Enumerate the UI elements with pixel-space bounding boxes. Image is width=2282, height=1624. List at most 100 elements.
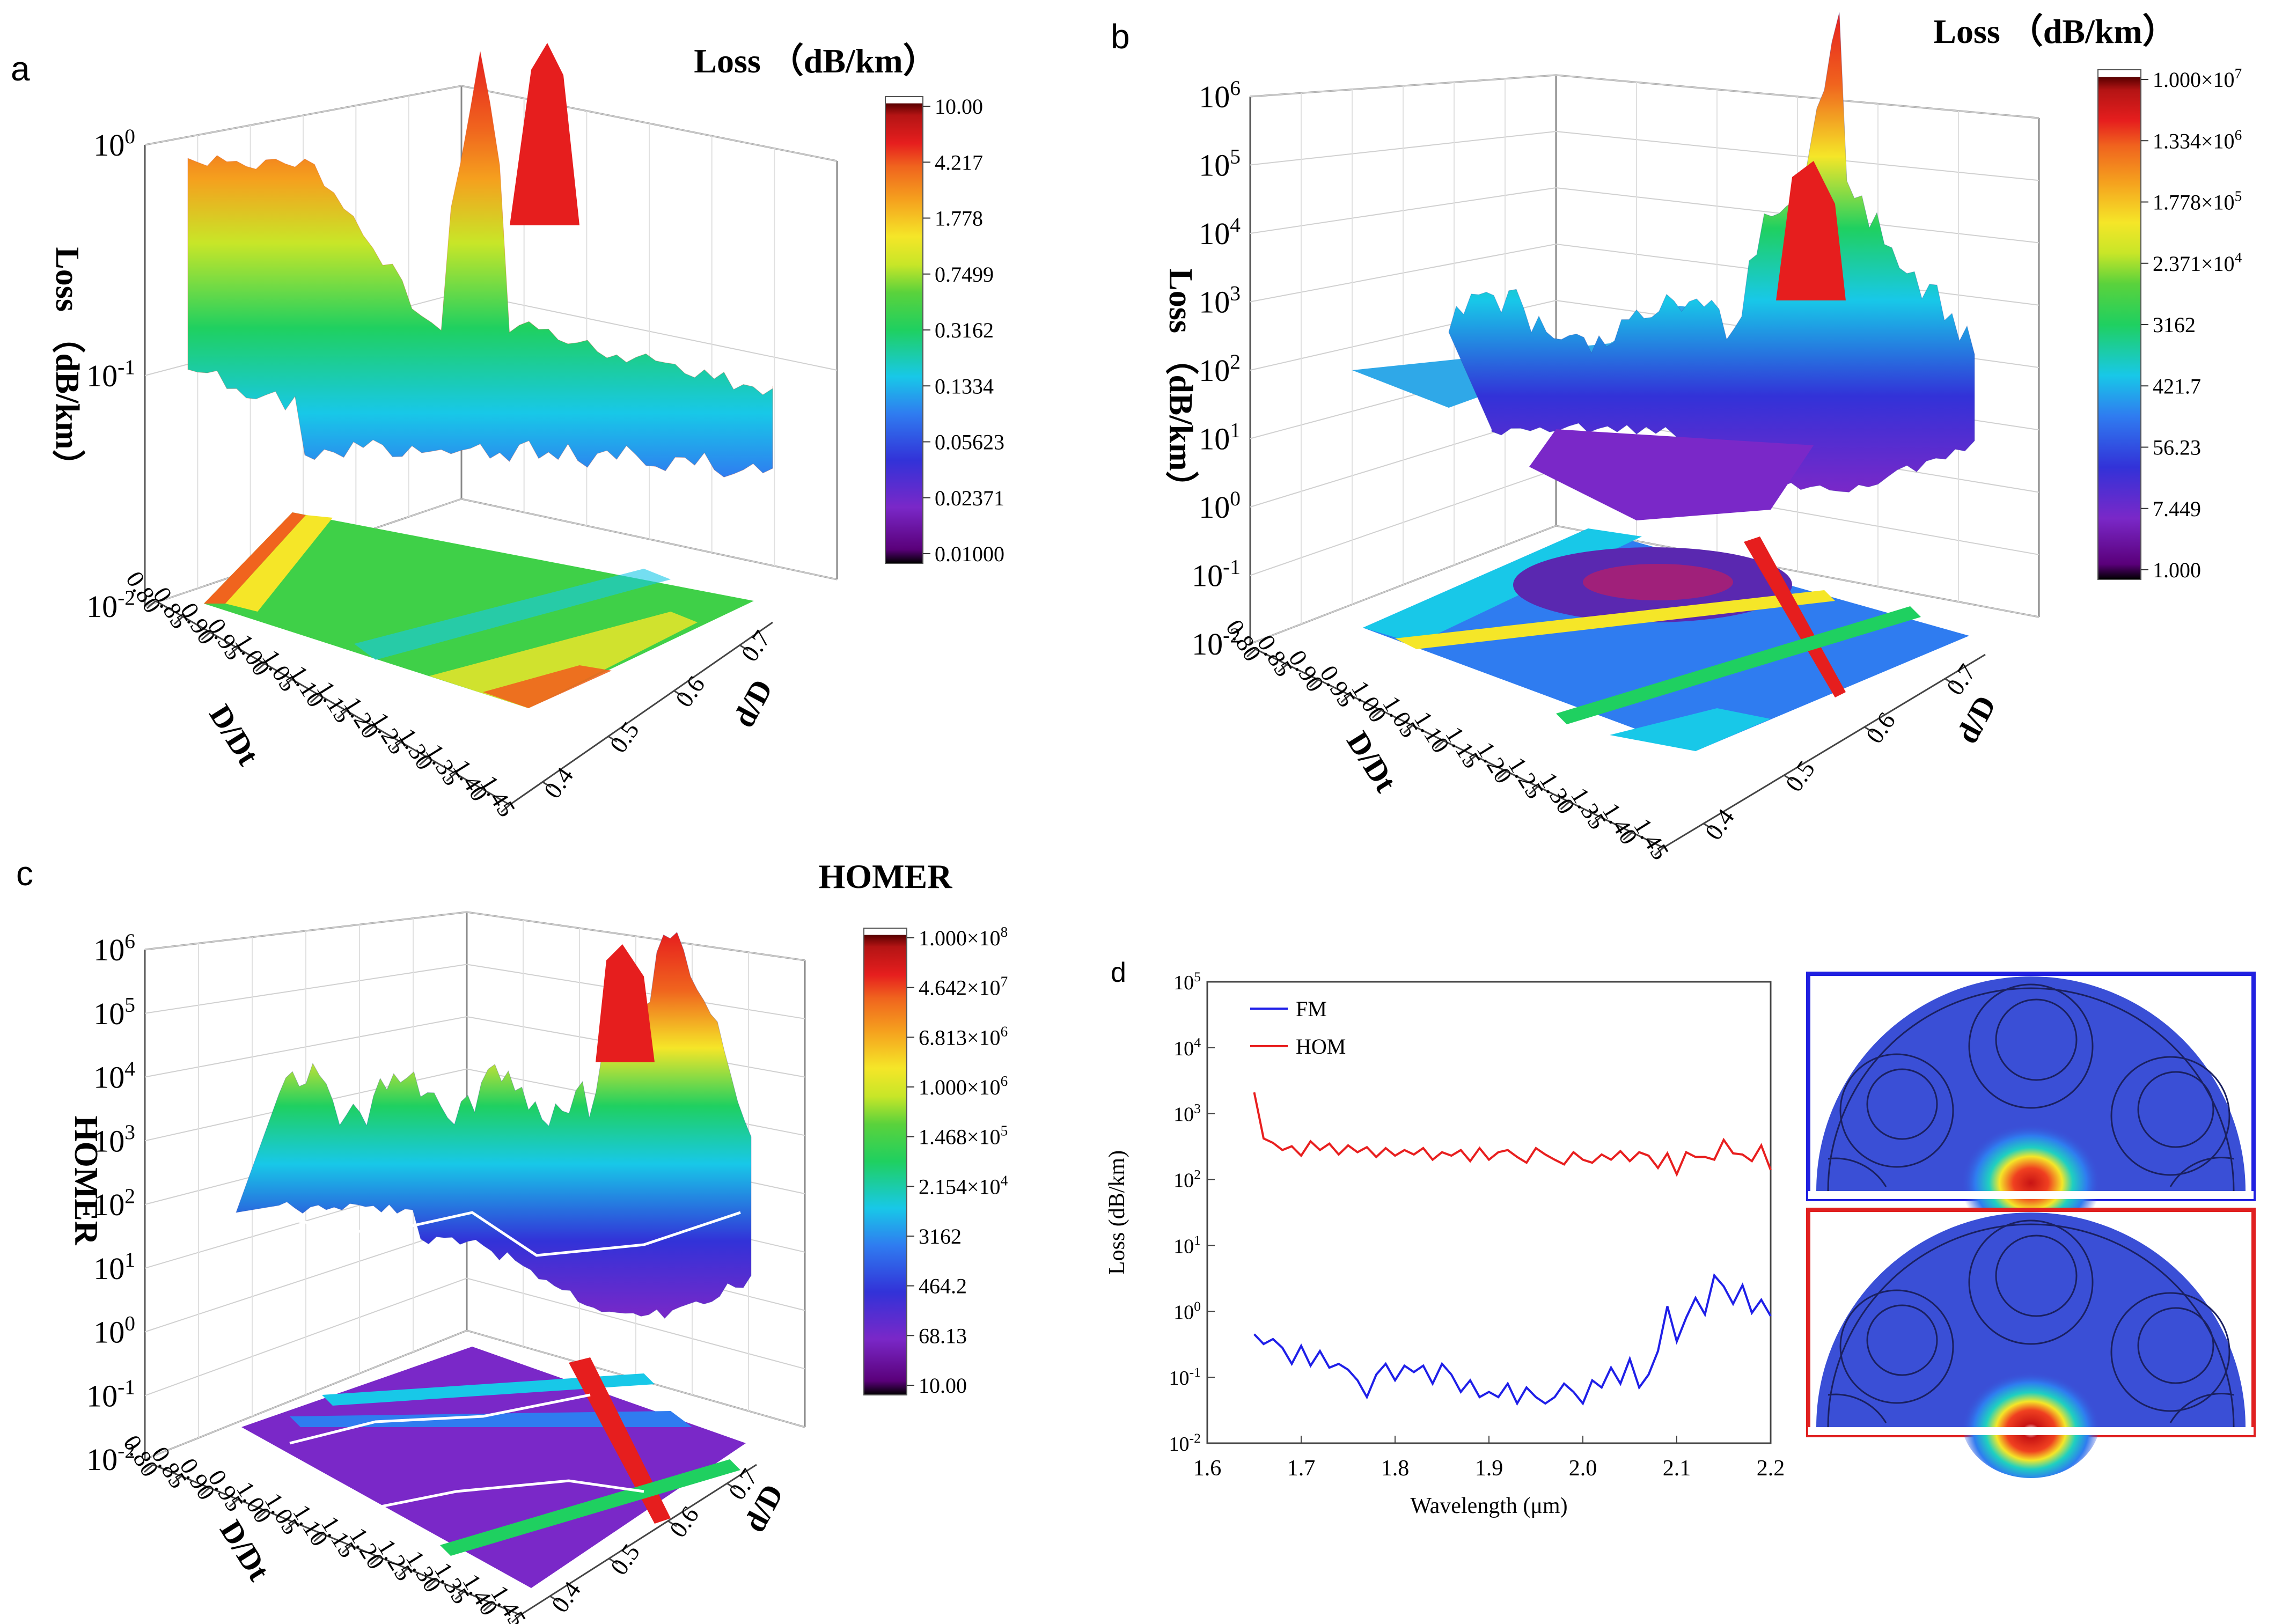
y-tick [1703, 822, 1713, 830]
x-axis-label: D/Dt [213, 1514, 277, 1587]
z-tick-label: 103 [93, 1120, 135, 1158]
colorbar-tick-label: 4.217 [935, 150, 983, 174]
heatmap-band [1610, 708, 1771, 751]
x-tick [501, 804, 510, 813]
wall-gridline [144, 911, 805, 961]
x-tick [391, 741, 401, 751]
capillary-outer [1968, 1219, 2094, 1345]
mode-field-background [1816, 976, 2246, 1191]
heatmap-band [322, 1373, 655, 1406]
y-tick [1945, 678, 1954, 685]
x-tick [1466, 755, 1476, 765]
z-tick-label: 100 [93, 124, 135, 163]
mode-image-fm [1806, 972, 2256, 1242]
capillary-outer [1839, 1053, 1954, 1168]
colorbar-tick-label: 4.642×107 [919, 974, 1008, 1000]
colorbar-tick-label: 1.000×107 [2153, 65, 2242, 92]
colorbar-tick-label: 0.01000 [935, 542, 1004, 566]
x-tick [1371, 709, 1382, 718]
colorbar-tick-label: 3162 [2153, 313, 2196, 337]
heatmap-contour [348, 1479, 644, 1515]
x-tick [1497, 770, 1507, 780]
colorbar-tick-label: 10.00 [919, 1373, 967, 1398]
z-tick-label: 104 [1199, 213, 1241, 251]
colorbar-tick-label: 3162 [919, 1224, 962, 1248]
capillary-outer [2110, 1056, 2230, 1176]
y-axis-line [520, 1464, 757, 1616]
capillary-outer [1839, 1289, 1954, 1404]
y-tick [607, 736, 618, 743]
y-tick-label: 102 [1173, 1166, 1201, 1192]
x-tick-label: 2.1 [1663, 1456, 1691, 1481]
z-tick-label: 102 [1199, 350, 1241, 388]
colorbar-tick-label: 1.468×105 [919, 1123, 1008, 1149]
heatmap-band [290, 1411, 692, 1427]
capillary-inner [2137, 1307, 2214, 1384]
plot-frame [1206, 981, 1772, 1444]
panel-label: c [16, 854, 33, 893]
y-tick-label: 0.5 [605, 1539, 645, 1579]
z-tick-label: 101 [1199, 418, 1241, 456]
legend-label: HOM [1296, 1034, 1346, 1059]
x-tick [285, 1522, 295, 1531]
y-tick [549, 1595, 559, 1603]
capillary-inner [1866, 1304, 1938, 1376]
wall-gridline [1250, 187, 2039, 244]
heatmap-contour [289, 1393, 591, 1445]
z-axis-label: HOMER [68, 1115, 104, 1245]
x-tick-label: 1.8 [1381, 1456, 1410, 1481]
y-tick-label: 0.6 [1860, 707, 1901, 748]
capillary-inner [1995, 998, 2078, 1081]
heatmap-band [1556, 606, 1921, 724]
y-tick [542, 781, 552, 788]
x-tick [337, 710, 347, 719]
y-tick-label: 0.7 [736, 626, 776, 666]
mode-cut [1808, 1427, 2254, 1435]
colorbar-tick-label: 464.2 [919, 1274, 967, 1298]
x-tick [1623, 832, 1633, 841]
legend-label: FM [1296, 997, 1327, 1021]
x-tick [1246, 648, 1256, 658]
surface-mesh [187, 51, 773, 477]
z-tick-label: 101 [93, 1248, 135, 1286]
x-tick [282, 679, 292, 688]
series-line-FM [1253, 1273, 1772, 1406]
x-tick [370, 1556, 380, 1566]
x-tick [364, 725, 375, 734]
y-tick-label: 0.5 [604, 717, 644, 758]
colorbar-tick-label: 0.05623 [935, 430, 1004, 454]
colorbar-tick-label: 6.813×106 [919, 1023, 1008, 1049]
x-tick [341, 1545, 351, 1554]
mode-image-hom [1806, 1208, 2256, 1478]
z-tick-label: 10-2 [86, 586, 135, 624]
mode-intensity [1961, 1360, 2101, 1478]
surface-peak [1776, 161, 1846, 300]
colorbar-tick-label: 1.000 [2153, 558, 2201, 582]
z-tick-label: 103 [1199, 281, 1241, 319]
x-tick [446, 773, 456, 782]
colorbar-tick-label: 2.154×104 [919, 1172, 1008, 1199]
x-axis-line [155, 600, 510, 806]
z-tick-label: 106 [93, 929, 135, 967]
z-axis-label: Loss （dB/km） [49, 247, 86, 482]
z-tick-label: 100 [93, 1311, 135, 1349]
x-tick-label: 2.0 [1569, 1456, 1597, 1481]
y-tick [1784, 774, 1793, 782]
colorbar-tick-label: 2.371×104 [2153, 249, 2242, 276]
capillary-inner [1866, 1068, 1938, 1140]
y-tick-label: 0.4 [1699, 804, 1740, 844]
colorbar [2097, 69, 2141, 580]
z-tick-label: 102 [93, 1184, 135, 1222]
x-tick-label: 1.7 [1287, 1456, 1316, 1481]
x-tick [419, 757, 429, 766]
capillary-partial [2169, 1393, 2234, 1423]
y-tick-label: 100 [1173, 1298, 1201, 1324]
capillary-partial [1828, 1157, 1887, 1187]
y-tick [739, 644, 749, 651]
z-axis-label: Loss （dB/km） [1162, 268, 1200, 504]
y-tick-label: 101 [1173, 1232, 1201, 1258]
heatmap-band [225, 515, 333, 612]
y-tick-label: 0.4 [546, 1576, 586, 1617]
series-line-HOM [1253, 1092, 1772, 1177]
x-tick [1403, 725, 1413, 734]
